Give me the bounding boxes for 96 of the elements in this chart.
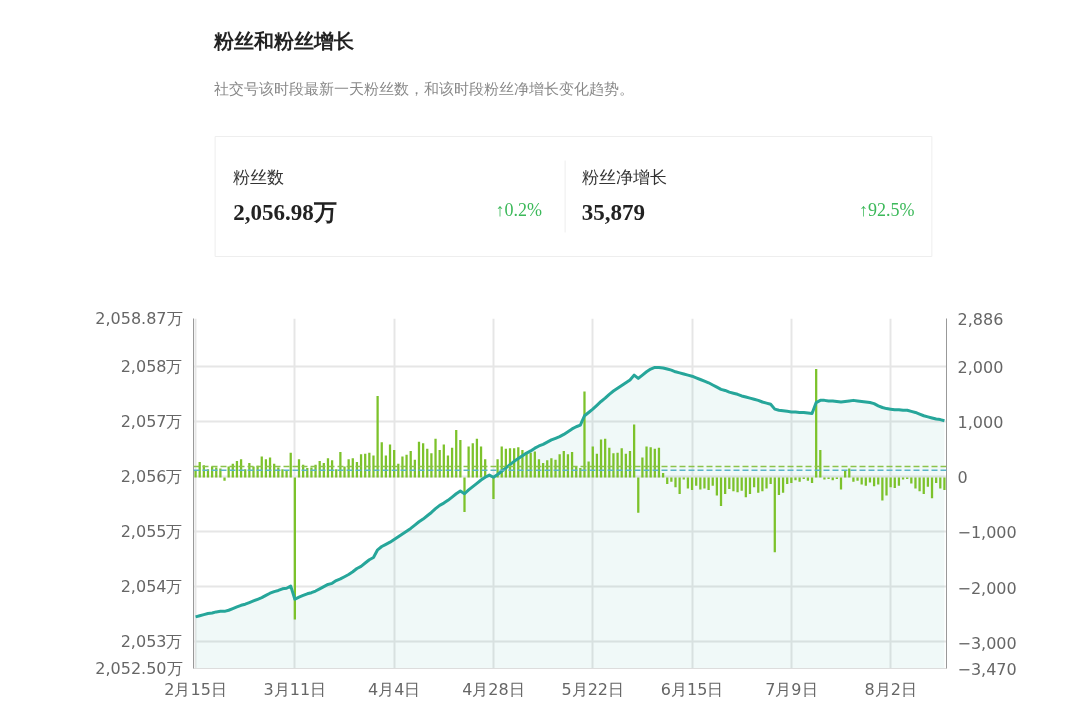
bar xyxy=(310,467,313,478)
bar xyxy=(798,477,801,482)
bar xyxy=(831,477,834,481)
bar xyxy=(674,477,677,488)
bar xyxy=(690,477,694,491)
bar xyxy=(550,458,553,478)
bar xyxy=(901,477,905,480)
bar xyxy=(194,470,197,478)
bar xyxy=(893,477,896,488)
y2-tick-label: −3,470 xyxy=(957,659,1017,679)
y-tick-label: 2,054万 xyxy=(120,576,183,596)
y2-tick-label: 2,886 xyxy=(957,309,1004,329)
bar xyxy=(810,477,814,483)
y-tick-label: 2,058万 xyxy=(120,356,183,376)
bar xyxy=(881,477,884,501)
y-tick-label: 2,053万 xyxy=(120,631,183,651)
bar xyxy=(777,477,781,496)
bar xyxy=(943,477,946,491)
bar xyxy=(699,477,702,490)
y-tick-label: 2,056万 xyxy=(120,466,183,486)
y2-tick-label: 2,000 xyxy=(957,358,1004,378)
x-tick-label: 4月4日 xyxy=(367,679,421,699)
text: ↑92.5% xyxy=(858,199,915,220)
text: 35,879 xyxy=(581,200,646,225)
x-tick-label: 2月15日 xyxy=(164,679,227,699)
x-tick-label: 4月28日 xyxy=(462,679,525,699)
bar xyxy=(806,477,810,481)
bar xyxy=(711,477,714,486)
text: 社交号该时段最新一天粉丝数，和该时段粉丝净增长变化趋势。 xyxy=(214,80,635,97)
bar xyxy=(860,477,863,485)
x-tick-label: 7月9日 xyxy=(765,679,818,699)
bar xyxy=(637,477,640,513)
bar xyxy=(405,454,408,478)
bar xyxy=(728,477,731,489)
text: 2,056.98万 xyxy=(233,200,337,225)
x-tick-label: 5月22日 xyxy=(561,679,625,699)
bar xyxy=(914,477,917,489)
y2-tick-label: −3,000 xyxy=(957,633,1017,653)
bar xyxy=(868,477,872,483)
bar xyxy=(918,477,921,492)
y2-tick-label: −2,000 xyxy=(957,578,1017,598)
bar xyxy=(434,438,437,478)
bar xyxy=(285,470,288,478)
bar xyxy=(877,477,880,485)
text: ↑0.2% xyxy=(495,199,543,220)
bar xyxy=(703,477,706,489)
bar xyxy=(583,391,586,478)
bar xyxy=(856,477,859,481)
y2-tick-label: 0 xyxy=(957,468,968,488)
bar xyxy=(223,477,226,481)
bar xyxy=(219,468,222,478)
bar xyxy=(695,477,698,486)
bar xyxy=(839,477,843,490)
y2-tick-label: 1,000 xyxy=(957,413,1004,433)
y-tick-label: 2,055万 xyxy=(120,521,183,541)
bar xyxy=(616,452,619,478)
x-tick-label: 6月15日 xyxy=(660,679,724,699)
x-tick-label: 3月11日 xyxy=(263,679,327,699)
bar xyxy=(645,446,648,478)
bar xyxy=(864,477,867,486)
bar xyxy=(823,477,826,480)
bar xyxy=(872,477,876,487)
bar xyxy=(790,477,793,483)
bar xyxy=(736,477,739,493)
text: 粉丝净增长 xyxy=(581,168,667,187)
bar xyxy=(281,469,284,478)
bar xyxy=(897,477,901,486)
bar xyxy=(376,395,379,478)
bar xyxy=(786,477,789,485)
bar xyxy=(707,477,710,491)
bar xyxy=(935,477,938,483)
bar xyxy=(467,446,470,478)
bar xyxy=(715,477,719,496)
bar xyxy=(492,477,495,499)
y-tick-label: 2,057万 xyxy=(120,411,183,431)
x-tick-label: 8月2日 xyxy=(864,679,917,699)
y-tick-label: 2,052.50万 xyxy=(95,659,183,678)
bar xyxy=(852,477,855,482)
bar xyxy=(666,477,669,485)
bar xyxy=(794,477,797,481)
bar xyxy=(401,456,404,478)
text: 粉丝数 xyxy=(233,168,285,187)
bar xyxy=(339,452,342,478)
bar xyxy=(761,477,764,492)
y-tick-label: 2,058.87万 xyxy=(95,309,183,328)
y2-tick-label: −1,000 xyxy=(957,523,1017,543)
bar xyxy=(732,477,735,492)
bar xyxy=(612,453,615,478)
bar xyxy=(769,477,772,485)
bar xyxy=(740,477,743,491)
bar xyxy=(757,477,760,493)
bar xyxy=(682,477,685,480)
bar xyxy=(926,477,930,487)
bar xyxy=(781,477,785,493)
bar xyxy=(765,477,768,489)
text: 粉丝和粉丝增长 xyxy=(213,29,356,52)
